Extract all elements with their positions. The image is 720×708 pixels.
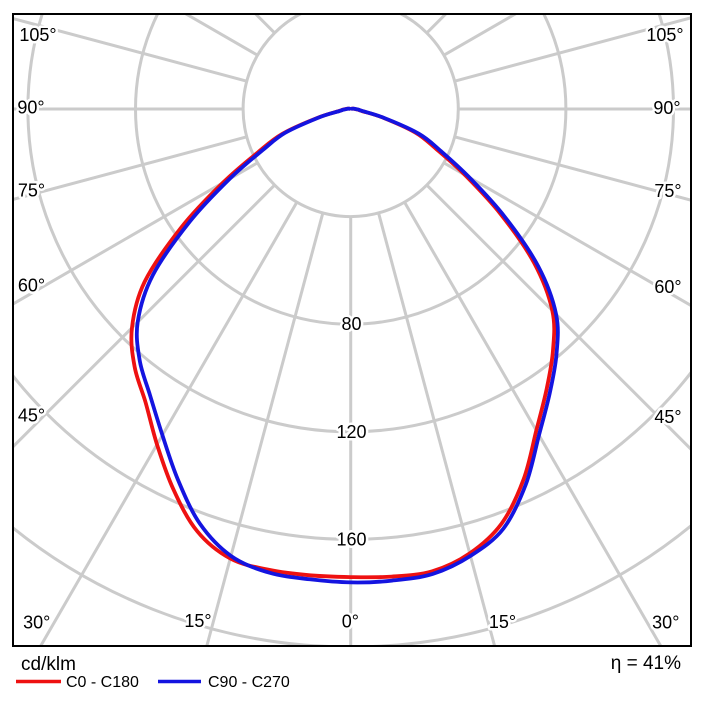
grid-labels: 105° 105° 90° 90° 75° 75° 60° 60° 45° 45° 30° 30° 15… [15, 23, 686, 636]
units-label: cd/klm [21, 654, 76, 675]
angle-label: 30° [652, 613, 679, 633]
grid-ray [377, 212, 497, 646]
angle-label: 45° [18, 406, 45, 426]
legend-label-c90-c270: C90 - C270 [208, 674, 290, 691]
legend: cd/klm C0 - C180 C90 - C270 η = 41% [16, 653, 681, 691]
grid-ray [13, 135, 248, 202]
grid-ray [205, 212, 325, 646]
grid-ray [454, 135, 691, 202]
radial-label: 80 [341, 314, 361, 334]
grid-ray [425, 184, 691, 452]
legend-label-c0-c180: C0 - C180 [66, 674, 139, 691]
angle-label: 45° [654, 407, 681, 427]
grid-ray [403, 201, 663, 646]
angle-label: 75° [18, 181, 45, 201]
radial-label: 120 [336, 422, 366, 442]
intensity-curves [129, 106, 560, 585]
radial-label: 160 [336, 529, 366, 549]
angle-label: 75° [654, 181, 681, 201]
grid-ray [13, 161, 259, 306]
angle-label: 30° [23, 613, 50, 633]
angle-label: 15° [489, 612, 516, 632]
grid-ray [38, 201, 299, 646]
angle-label: 105° [646, 25, 683, 45]
angle-label: 60° [18, 276, 45, 296]
curve-c90-c270 [134, 106, 560, 585]
angle-label: 90° [17, 98, 44, 118]
angle-label: 15° [184, 611, 211, 631]
grid-ray [13, 184, 276, 449]
grid-ray [13, 16, 248, 83]
angle-label: 0° [342, 612, 359, 632]
angle-label: 105° [19, 25, 56, 45]
angle-label: 90° [653, 98, 680, 118]
angle-label: 60° [654, 277, 681, 297]
grid-ray [443, 161, 691, 308]
efficiency-value: η = 41% [611, 653, 681, 674]
plot-frame [12, 13, 692, 647]
grid-ray [454, 16, 691, 83]
